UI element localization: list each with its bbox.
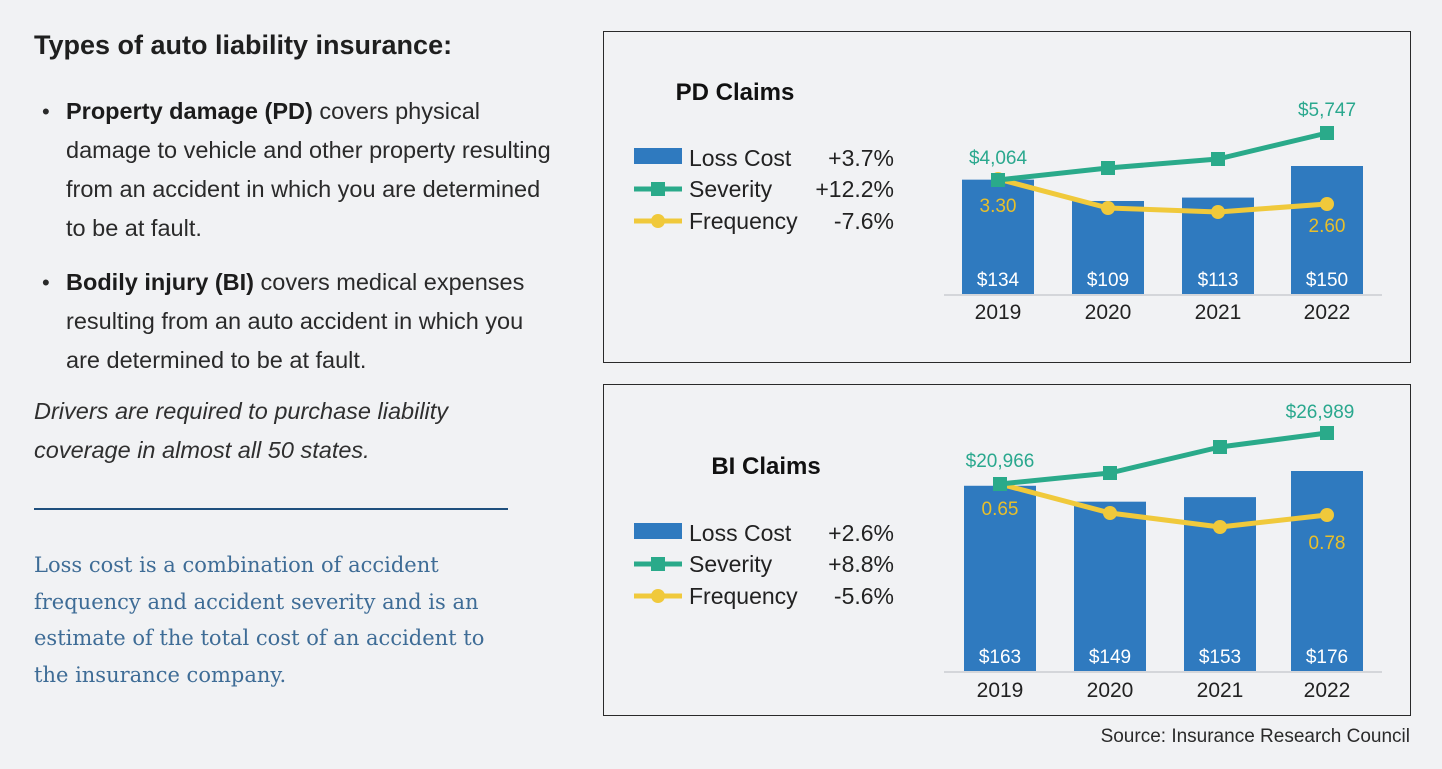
severity-point [1320,126,1334,140]
pd-claims-chart: PD Claims Loss Cost +3.7% Severity +12.2% Fre… [634,79,1382,324]
frequency-point [1213,520,1227,534]
frequency-data-label: 3.30 [980,196,1017,217]
bar-loss-cost [1072,200,1144,294]
frequency-line [999,481,1328,530]
severity-line [999,430,1328,487]
severity-point [1103,466,1117,480]
bullet-dot-icon: • [42,270,50,295]
bi-claims-panel: BI Claims Loss Cost +2.6% Severity +8.8% Freq… [603,384,1411,716]
divider [34,508,508,510]
bar-loss-cost [964,485,1036,671]
severity-point [1320,426,1334,440]
coverage-term: Bodily injury (BI) [66,269,254,295]
bar-loss-cost [1074,501,1146,671]
frequency-data-label: 2.60 [1309,216,1346,237]
chart-title: BI Claims [711,453,820,480]
coverage-description: covers physical damage to vehicle and ot… [66,98,551,241]
legend-frequency-marker [651,214,665,228]
x-tick-label: 2020 [1087,679,1134,702]
legend-label: Loss Cost [689,520,792,546]
bar-value-label: $153 [1199,647,1241,668]
list-item: • Property damage (PD) covers physical da… [34,92,554,248]
severity-data-label: $26,989 [1286,402,1355,423]
legend-frequency-marker [651,589,665,603]
frequency-point [1211,205,1225,219]
x-tick-label: 2022 [1304,301,1351,324]
severity-point [991,173,1005,187]
frequency-point [1101,201,1115,215]
severity-line [997,130,1328,183]
severity-data-label: $4,064 [969,148,1028,169]
legend-label: Severity [689,551,773,577]
legend-change: +8.8% [828,551,894,577]
legend-change: +12.2% [815,176,894,202]
coverage-description: covers medical expenses resulting from a… [66,269,525,373]
bar-loss-cost [1291,166,1363,294]
legend-severity-marker [651,182,665,196]
legend-loss-cost-swatch [634,523,682,539]
bar-loss-cost [962,179,1034,294]
x-tick-label: 2020 [1085,301,1132,324]
legend-label: Frequency [689,208,798,234]
legend-change: -7.6% [834,208,894,234]
bar-value-label: $163 [979,647,1021,668]
legend-label: Loss Cost [689,145,792,171]
bullet-dot-icon: • [42,99,50,124]
bar-value-label: $113 [1198,270,1239,291]
legend-label: Severity [689,176,773,202]
frequency-point [1320,197,1334,211]
bar-loss-cost [1291,471,1363,671]
legend-change: +2.6% [828,520,894,546]
legend-label: Frequency [689,583,798,609]
severity-point [993,477,1007,491]
bar-value-label: $109 [1087,270,1129,291]
severity-point [1101,161,1115,175]
pd-claims-panel: PD Claims Loss Cost +3.7% Severity +12.2% Fre… [603,31,1411,363]
legend-change: +3.7% [828,145,894,171]
severity-point [1211,152,1225,166]
bar-value-label: $150 [1306,270,1348,291]
source-note: Source: Insurance Research Council [1100,726,1410,747]
bar-value-label: $149 [1089,647,1131,668]
x-tick-label: 2019 [975,301,1022,324]
severity-data-label: $5,747 [1298,100,1356,121]
chart-title: PD Claims [676,79,795,106]
frequency-data-label: 0.65 [982,499,1019,520]
bar-value-label: $134 [977,270,1020,291]
frequency-data-label: 0.78 [1309,533,1346,554]
requirement-note: Drivers are required to purchase liabili… [34,398,449,463]
frequency-point [1103,506,1117,520]
frequency-point [1320,508,1334,522]
list-item: • Bodily injury (BI) covers medical expen… [34,263,554,380]
coverage-list: • Property damage (PD) covers physical da… [34,92,554,395]
legend-loss-cost-swatch [634,148,682,164]
bi-claims-chart: BI Claims Loss Cost +2.6% Severity +8.8% Freq… [634,402,1382,702]
severity-data-label: $20,966 [966,451,1035,472]
frequency-line [997,176,1328,215]
x-tick-label: 2021 [1195,301,1242,324]
legend-severity-marker [651,557,665,571]
bar-value-label: $176 [1306,647,1348,668]
section-heading: Types of auto liability insurance: [34,30,453,60]
loss-cost-note: Loss cost is a combination of accident f… [34,553,485,687]
severity-point [1213,440,1227,454]
x-tick-label: 2021 [1197,679,1244,702]
coverage-term: Property damage (PD) [66,98,313,124]
legend-change: -5.6% [834,583,894,609]
x-tick-label: 2019 [977,679,1024,702]
x-tick-label: 2022 [1304,679,1351,702]
